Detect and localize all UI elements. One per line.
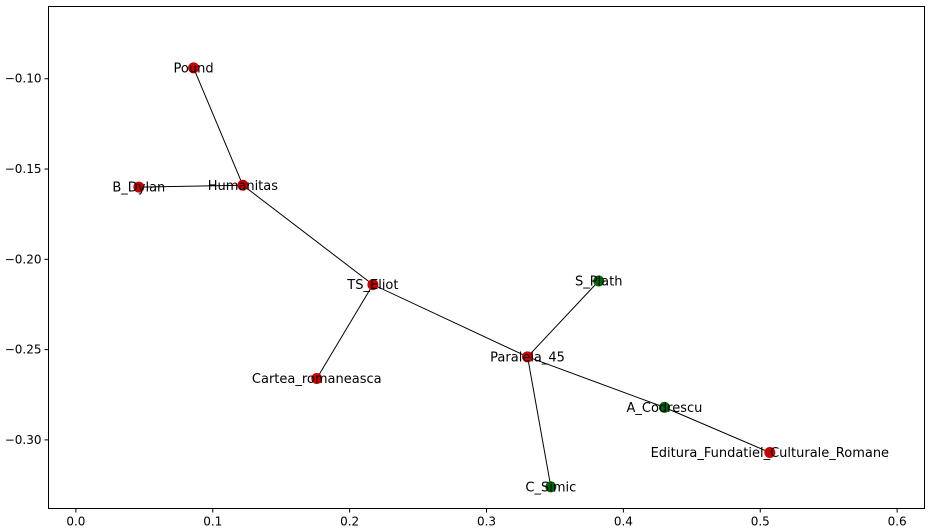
edge-A_Codrescu-Editura_Fundatiei_Culturale_Romane — [664, 406, 771, 453]
node-A_Codrescu[interactable] — [658, 401, 670, 413]
node-Cartea_romaneasca[interactable] — [311, 372, 323, 384]
node-label-Humanitas: Humanitas — [208, 179, 279, 194]
node-label-A_Codrescu: A_Codrescu — [626, 401, 702, 416]
y-tick-label: −0.10 — [5, 72, 42, 86]
y-tick-label: −0.20 — [5, 252, 42, 266]
node-C_Simic[interactable] — [545, 481, 557, 493]
node-label-S_Plath: S_Plath — [575, 274, 623, 289]
x-axis: 0.0 0.1 0.2 0.3 0.4 0.5 0.6 — [66, 508, 907, 528]
node-label-Cartea_romaneasca: Cartea_romaneasca — [252, 372, 382, 387]
node-B_Dylan[interactable] — [133, 181, 145, 193]
node-label-C_Simic: C_Simic — [525, 480, 576, 495]
x-tick-label: 0.0 — [66, 515, 85, 528]
node-TS_Eliot[interactable] — [367, 279, 379, 291]
node-label-Pound: Pound — [174, 61, 214, 76]
node-Editura_Fundatiei_Culturale_Romane[interactable] — [764, 447, 776, 459]
edge-Paralela_45-S_Plath — [527, 280, 600, 358]
node-Pound[interactable] — [188, 62, 200, 74]
edge-B_Dylan-Humanitas — [138, 184, 243, 188]
node-label-layer: Pound B_Dylan Humanitas TS_Eliot Cartea_roma… — [112, 61, 889, 495]
x-tick-label: 0.3 — [477, 515, 496, 528]
x-tick-label: 0.1 — [203, 515, 222, 528]
edge-TS_Eliot-Cartea_romaneasca — [316, 284, 374, 379]
node-layer — [133, 62, 776, 493]
edge-layer — [138, 67, 771, 487]
node-label-Paralela_45: Paralela_45 — [490, 350, 565, 365]
x-tick-label: 0.4 — [614, 515, 633, 528]
edge-Pound-Humanitas — [193, 67, 244, 186]
y-tick-label: −0.30 — [5, 433, 42, 447]
y-tick-label: −0.25 — [5, 343, 42, 357]
x-tick-label: 0.6 — [888, 515, 907, 528]
edge-TS_Eliot-Paralela_45 — [372, 284, 528, 358]
node-label-TS_Eliot: TS_Eliot — [346, 278, 398, 293]
edge-Humanitas-TS_Eliot — [242, 184, 374, 285]
x-tick-label: 0.5 — [751, 515, 770, 528]
node-Paralela_45[interactable] — [522, 351, 534, 363]
plot-frame — [48, 6, 925, 509]
edge-Paralela_45-A_Codrescu — [527, 356, 665, 408]
node-Humanitas[interactable] — [237, 179, 249, 191]
x-tick-label: 0.2 — [340, 515, 359, 528]
y-axis: −0.10 −0.15 −0.20 −0.25 −0.30 — [5, 72, 49, 447]
edge-Paralela_45-C_Simic — [527, 356, 552, 487]
y-tick-label: −0.15 — [5, 162, 42, 176]
node-label-Editura_Fundatiei_Culturale_Romane: Editura_Fundatiei_Culturale_Romane — [651, 446, 889, 461]
node-S_Plath[interactable] — [593, 275, 605, 287]
node-label-B_Dylan: B_Dylan — [112, 181, 165, 196]
